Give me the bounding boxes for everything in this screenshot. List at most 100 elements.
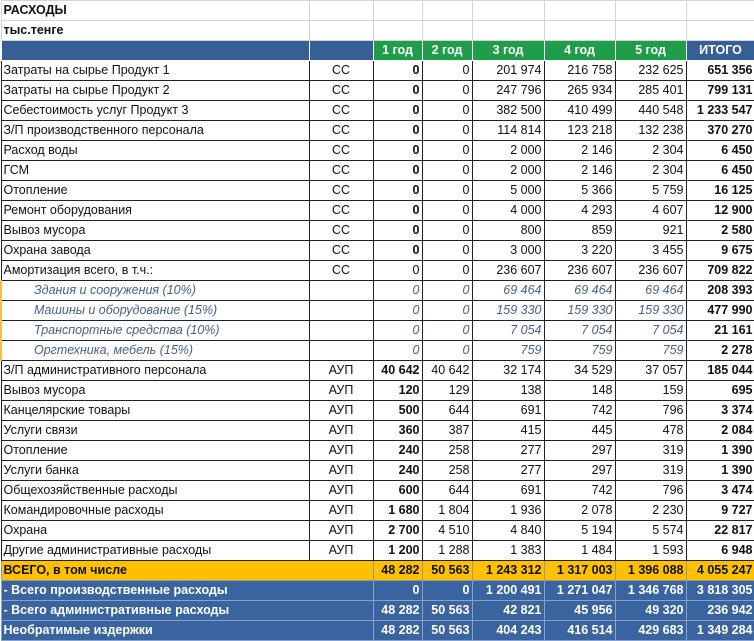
year-4-value[interactable]: 410 499 bbox=[543, 100, 616, 121]
year-2-value[interactable]: 387 bbox=[421, 420, 473, 441]
row-category[interactable]: СС bbox=[308, 100, 374, 121]
row-label[interactable]: Оргтехника, мебель (15%) bbox=[0, 340, 310, 361]
row-total[interactable]: 370 270 bbox=[685, 120, 754, 141]
row-total[interactable]: 1 349 284 bbox=[685, 620, 754, 641]
header-year-2[interactable]: 2 год bbox=[421, 40, 473, 61]
row-total[interactable]: 208 393 bbox=[685, 280, 754, 301]
year-4-value[interactable]: 2 078 bbox=[543, 500, 616, 521]
year-2-value[interactable]: 50 563 bbox=[421, 600, 473, 621]
year-4-value[interactable]: 1 484 bbox=[543, 540, 616, 561]
units-label[interactable]: тыс.тенге bbox=[0, 20, 310, 41]
row-label[interactable]: Отопление bbox=[0, 440, 310, 461]
row-total[interactable]: 6 948 bbox=[685, 540, 754, 561]
row-total[interactable]: 4 055 247 bbox=[685, 560, 754, 581]
row-label[interactable]: Ремонт оборудования bbox=[0, 200, 310, 221]
row-category[interactable]: СС bbox=[308, 120, 374, 141]
year-2-value[interactable]: 0 bbox=[421, 580, 473, 601]
year-1-value[interactable]: 240 bbox=[372, 460, 423, 481]
year-3-value[interactable]: 201 974 bbox=[471, 60, 545, 81]
row-total[interactable]: 695 bbox=[685, 380, 754, 401]
year-2-value[interactable]: 0 bbox=[421, 160, 473, 181]
year-3-value[interactable]: 1 200 491 bbox=[471, 580, 545, 601]
year-1-value[interactable]: 0 bbox=[372, 320, 423, 341]
year-4-value[interactable]: 69 464 bbox=[543, 280, 616, 301]
row-label[interactable]: Затраты на сырье Продукт 1 bbox=[0, 60, 310, 81]
year-4-value[interactable]: 2 146 bbox=[543, 160, 616, 181]
row-category[interactable]: АУП bbox=[308, 380, 374, 401]
year-5-value[interactable]: 478 bbox=[614, 420, 687, 441]
row-category[interactable]: СС bbox=[308, 240, 374, 261]
row-category[interactable]: АУП bbox=[308, 520, 374, 541]
year-3-value[interactable]: 691 bbox=[471, 400, 545, 421]
year-2-value[interactable]: 4 510 bbox=[421, 520, 473, 541]
year-5-value[interactable]: 796 bbox=[614, 480, 687, 501]
row-label[interactable]: Транспортные средства (10%) bbox=[0, 320, 310, 341]
year-3-value[interactable]: 247 796 bbox=[471, 80, 545, 101]
year-1-value[interactable]: 48 282 bbox=[372, 560, 423, 581]
year-4-value[interactable]: 5 366 bbox=[543, 180, 616, 201]
year-5-value[interactable]: 440 548 bbox=[614, 100, 687, 121]
year-2-value[interactable]: 0 bbox=[421, 280, 473, 301]
row-category[interactable]: СС bbox=[308, 60, 374, 81]
year-2-value[interactable]: 0 bbox=[421, 140, 473, 161]
row-label[interactable]: Командировочные расходы bbox=[0, 500, 310, 521]
year-5-value[interactable]: 49 320 bbox=[614, 600, 687, 621]
year-5-value[interactable]: 69 464 bbox=[614, 280, 687, 301]
year-3-value[interactable]: 382 500 bbox=[471, 100, 545, 121]
year-3-value[interactable]: 159 330 bbox=[471, 300, 545, 321]
grand-total-label[interactable]: ВСЕГО, в том числе bbox=[0, 560, 374, 581]
year-3-value[interactable]: 32 174 bbox=[471, 360, 545, 381]
row-category[interactable]: АУП bbox=[308, 480, 374, 501]
row-category[interactable]: СС bbox=[308, 260, 374, 281]
row-total[interactable]: 709 822 bbox=[685, 260, 754, 281]
row-label[interactable]: Услуги банка bbox=[0, 460, 310, 481]
year-1-value[interactable]: 1 200 bbox=[372, 540, 423, 561]
row-label[interactable]: Канцелярские товары bbox=[0, 400, 310, 421]
year-2-value[interactable]: 644 bbox=[421, 400, 473, 421]
year-4-value[interactable]: 123 218 bbox=[543, 120, 616, 141]
year-1-value[interactable]: 0 bbox=[372, 300, 423, 321]
year-4-value[interactable]: 759 bbox=[543, 340, 616, 361]
year-3-value[interactable]: 759 bbox=[471, 340, 545, 361]
year-3-value[interactable]: 114 814 bbox=[471, 120, 545, 141]
year-3-value[interactable]: 415 bbox=[471, 420, 545, 441]
year-1-value[interactable]: 0 bbox=[372, 220, 423, 241]
year-3-value[interactable]: 69 464 bbox=[471, 280, 545, 301]
year-1-value[interactable]: 0 bbox=[372, 280, 423, 301]
header-blank[interactable] bbox=[308, 40, 374, 61]
year-5-value[interactable]: 319 bbox=[614, 460, 687, 481]
row-label[interactable]: Себестоимость услуг Продукт 3 bbox=[0, 100, 310, 121]
year-2-value[interactable]: 0 bbox=[421, 200, 473, 221]
year-5-value[interactable]: 236 607 bbox=[614, 260, 687, 281]
row-total[interactable]: 9 727 bbox=[685, 500, 754, 521]
year-1-value[interactable]: 48 282 bbox=[372, 600, 423, 621]
header-total[interactable]: ИТОГО bbox=[685, 40, 754, 61]
year-3-value[interactable]: 4 000 bbox=[471, 200, 545, 221]
row-category[interactable]: АУП bbox=[308, 540, 374, 561]
year-5-value[interactable]: 759 bbox=[614, 340, 687, 361]
row-total[interactable]: 185 044 bbox=[685, 360, 754, 381]
year-4-value[interactable]: 742 bbox=[543, 400, 616, 421]
year-2-value[interactable]: 1 804 bbox=[421, 500, 473, 521]
year-3-value[interactable]: 691 bbox=[471, 480, 545, 501]
year-4-value[interactable]: 216 758 bbox=[543, 60, 616, 81]
year-5-value[interactable]: 1 593 bbox=[614, 540, 687, 561]
year-4-value[interactable]: 297 bbox=[543, 440, 616, 461]
row-total[interactable]: 651 356 bbox=[685, 60, 754, 81]
year-2-value[interactable]: 0 bbox=[421, 80, 473, 101]
header-year-4[interactable]: 4 год bbox=[543, 40, 616, 61]
year-3-value[interactable]: 2 000 bbox=[471, 140, 545, 161]
year-3-value[interactable]: 1 243 312 bbox=[471, 560, 545, 581]
year-2-value[interactable]: 0 bbox=[421, 220, 473, 241]
year-1-value[interactable]: 0 bbox=[372, 180, 423, 201]
row-label[interactable]: Амортизация всего, в т.ч.: bbox=[0, 260, 310, 281]
year-5-value[interactable]: 1 396 088 bbox=[614, 560, 687, 581]
row-category[interactable]: АУП bbox=[308, 400, 374, 421]
year-5-value[interactable]: 796 bbox=[614, 400, 687, 421]
row-category[interactable]: АУП bbox=[308, 360, 374, 381]
year-5-value[interactable]: 319 bbox=[614, 440, 687, 461]
year-2-value[interactable]: 0 bbox=[421, 320, 473, 341]
year-3-value[interactable]: 277 bbox=[471, 460, 545, 481]
summary-label[interactable]: Необратимые издержки bbox=[0, 620, 374, 641]
row-total[interactable]: 236 942 bbox=[685, 600, 754, 621]
